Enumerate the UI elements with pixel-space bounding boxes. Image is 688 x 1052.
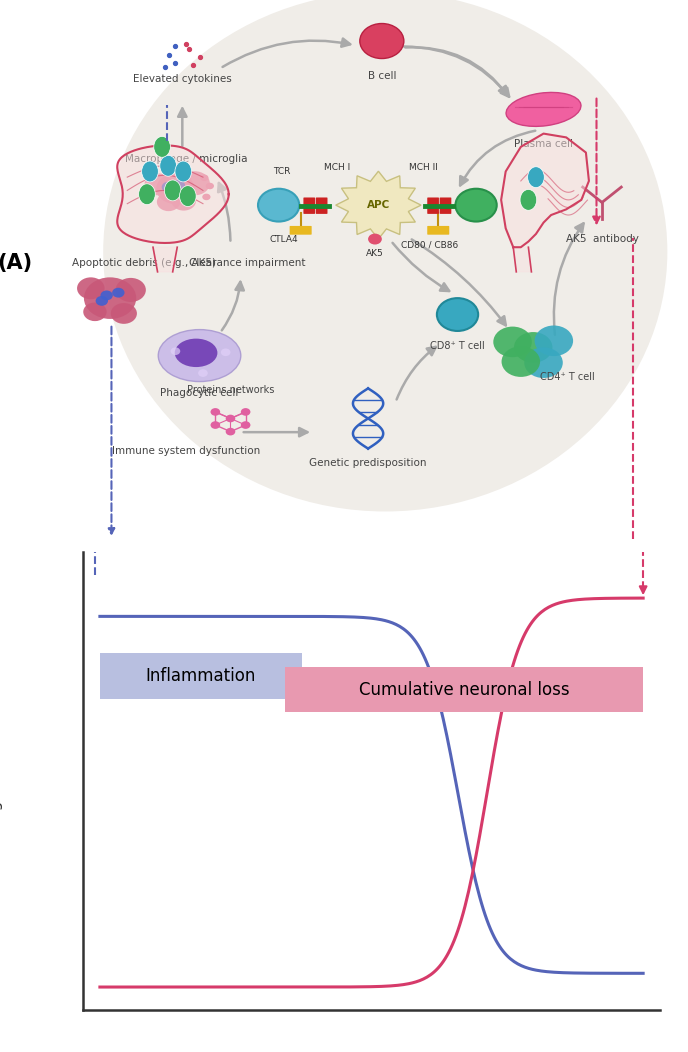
Circle shape	[164, 180, 181, 201]
Text: CD80 / CB86: CD80 / CB86	[401, 240, 459, 249]
Text: AK5  antibody: AK5 antibody	[566, 234, 638, 244]
Text: AK5: AK5	[366, 248, 384, 258]
FancyBboxPatch shape	[285, 667, 643, 712]
FancyBboxPatch shape	[100, 653, 302, 699]
Circle shape	[111, 303, 137, 324]
Text: Macrophage / microglia: Macrophage / microglia	[125, 154, 247, 164]
Circle shape	[241, 421, 250, 429]
Circle shape	[162, 182, 175, 193]
Circle shape	[198, 369, 208, 377]
Text: Inflammation: Inflammation	[146, 667, 256, 685]
FancyBboxPatch shape	[427, 198, 439, 214]
Text: Proteins networks: Proteins networks	[187, 385, 274, 396]
Circle shape	[211, 408, 220, 416]
Text: CD4⁺ T cell: CD4⁺ T cell	[540, 372, 595, 383]
Circle shape	[520, 189, 537, 210]
Circle shape	[175, 161, 191, 182]
Circle shape	[368, 234, 382, 244]
Text: Genetic predisposition: Genetic predisposition	[310, 459, 427, 468]
Polygon shape	[336, 171, 421, 239]
Circle shape	[171, 347, 180, 355]
FancyBboxPatch shape	[316, 198, 327, 214]
Circle shape	[96, 296, 108, 306]
Text: TCR: TCR	[273, 166, 291, 176]
Circle shape	[157, 193, 180, 211]
Circle shape	[171, 180, 185, 190]
Text: B cell: B cell	[367, 72, 396, 81]
Circle shape	[138, 184, 155, 204]
Circle shape	[360, 23, 404, 59]
Circle shape	[200, 175, 208, 181]
Text: Apoptotic debris (e.g., AK5): Apoptotic debris (e.g., AK5)	[72, 258, 217, 267]
Text: Plasma cell: Plasma cell	[514, 140, 573, 149]
Text: CTLA4: CTLA4	[270, 235, 299, 244]
Circle shape	[535, 325, 573, 357]
Circle shape	[524, 347, 563, 378]
Ellipse shape	[506, 93, 581, 126]
Text: Immune system dysfunction: Immune system dysfunction	[111, 446, 260, 457]
Text: APC: APC	[367, 200, 390, 210]
Circle shape	[502, 346, 540, 377]
Circle shape	[142, 161, 158, 182]
FancyBboxPatch shape	[290, 226, 312, 235]
Polygon shape	[501, 134, 589, 247]
Circle shape	[156, 174, 195, 204]
Circle shape	[160, 156, 176, 177]
Text: Phagocytic cell: Phagocytic cell	[160, 388, 239, 398]
FancyBboxPatch shape	[427, 226, 449, 235]
Circle shape	[83, 303, 107, 321]
Circle shape	[84, 278, 136, 319]
Ellipse shape	[175, 339, 217, 367]
Text: Pathological alteration: Pathological alteration	[0, 695, 3, 867]
Polygon shape	[153, 247, 178, 271]
Circle shape	[116, 278, 146, 302]
Circle shape	[180, 185, 196, 206]
Circle shape	[154, 137, 171, 158]
Circle shape	[221, 348, 230, 357]
Polygon shape	[117, 145, 228, 243]
Text: (A): (A)	[0, 252, 33, 272]
Circle shape	[171, 190, 196, 210]
Text: Cumulative neuronal loss: Cumulative neuronal loss	[358, 681, 569, 699]
Circle shape	[77, 278, 105, 299]
Circle shape	[180, 171, 210, 196]
Ellipse shape	[158, 329, 241, 382]
Circle shape	[226, 414, 235, 422]
Circle shape	[226, 428, 235, 436]
Circle shape	[528, 166, 544, 187]
Circle shape	[455, 188, 497, 222]
Circle shape	[211, 421, 220, 429]
Circle shape	[493, 326, 532, 358]
Text: CD8⁺ T cell: CD8⁺ T cell	[430, 341, 485, 351]
Ellipse shape	[103, 0, 667, 511]
FancyBboxPatch shape	[440, 198, 451, 214]
Polygon shape	[513, 247, 531, 271]
Circle shape	[514, 332, 552, 363]
Text: Elevated cytokines: Elevated cytokines	[133, 75, 232, 84]
Circle shape	[100, 290, 113, 300]
Text: MCH II: MCH II	[409, 163, 438, 173]
Circle shape	[258, 188, 299, 222]
Circle shape	[437, 298, 478, 331]
Circle shape	[206, 183, 214, 189]
FancyBboxPatch shape	[303, 198, 315, 214]
Circle shape	[241, 408, 250, 416]
Circle shape	[202, 194, 211, 200]
Text: MCH I: MCH I	[324, 163, 350, 173]
Text: Clearance impairment: Clearance impairment	[189, 258, 306, 267]
Circle shape	[112, 288, 125, 298]
Circle shape	[144, 174, 172, 196]
